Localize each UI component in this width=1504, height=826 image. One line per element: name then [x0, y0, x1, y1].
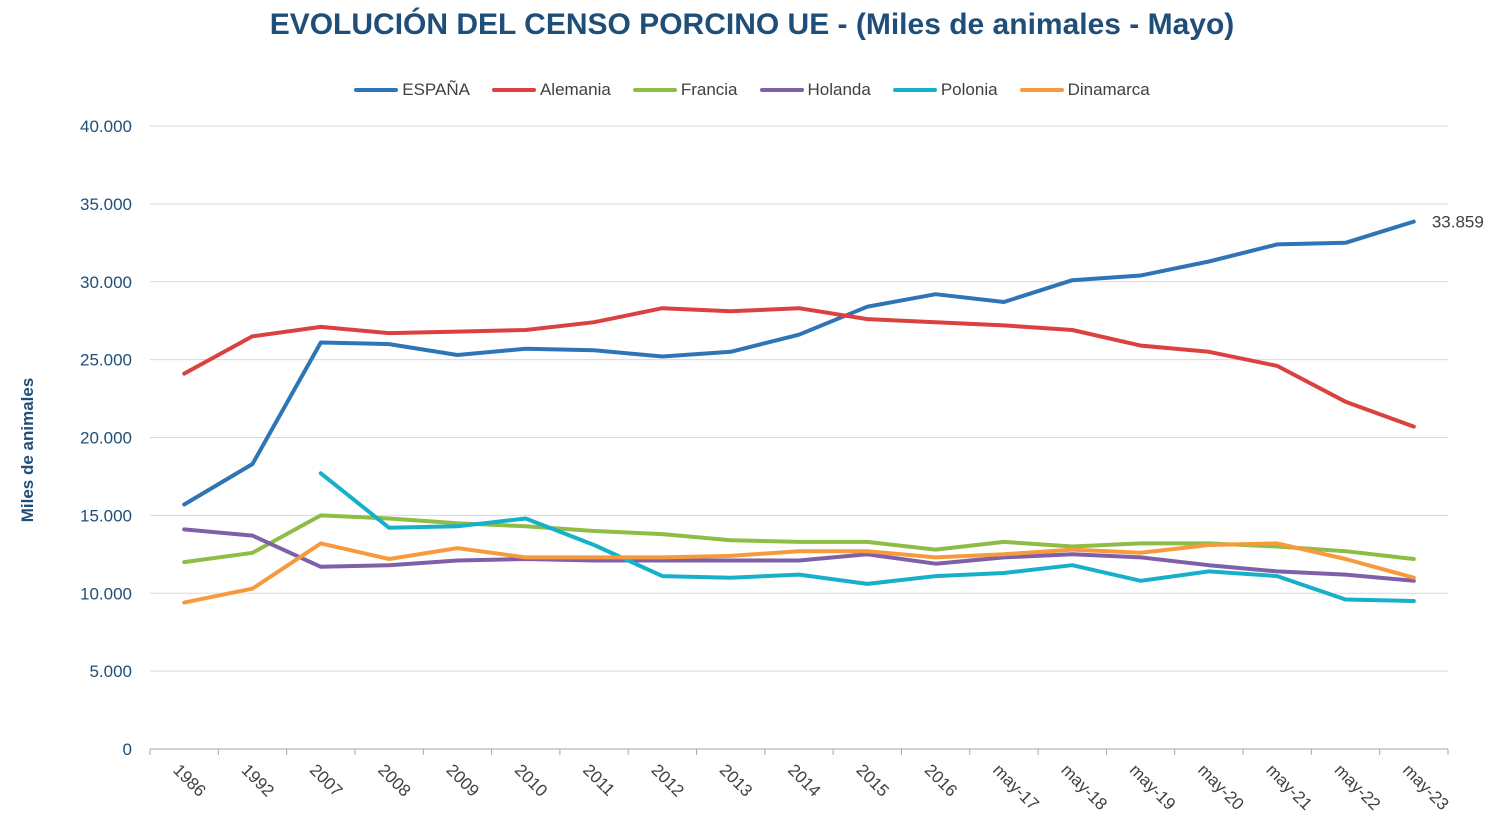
data-label: 33.859	[1432, 213, 1484, 232]
series-line-alemania	[182, 306, 1416, 429]
series-line-holanda	[182, 527, 1416, 583]
legend-item: ESPAÑA	[354, 80, 470, 100]
y-tick-label: 10.000	[80, 584, 132, 603]
series-line-polonia	[318, 471, 1416, 603]
x-tick-label: 2008	[374, 760, 414, 800]
x-tick-label: may-23	[1399, 760, 1453, 814]
series-line-dinamarca	[182, 541, 1416, 605]
x-tick-label: 2015	[852, 760, 892, 800]
y-tick-label: 15.000	[80, 506, 132, 525]
x-tick-label: 2013	[716, 760, 756, 800]
x-tick-label: may-21	[1262, 760, 1316, 814]
x-tick-label: may-20	[1194, 760, 1248, 814]
legend-swatch	[491, 88, 536, 92]
legend-label: Holanda	[807, 80, 871, 99]
y-tick-label: 20.000	[80, 429, 132, 448]
y-tick-label: 25.000	[80, 351, 132, 370]
x-tick-label: 2007	[306, 760, 346, 800]
legend-swatch	[354, 88, 399, 92]
x-tick-label: may-17	[989, 760, 1043, 814]
legend-item: Holanda	[759, 80, 871, 100]
series-line-espana	[182, 219, 1416, 507]
legend-swatch	[892, 88, 937, 92]
legend-item: Dinamarca	[1019, 80, 1150, 100]
x-tick-label: 2010	[511, 760, 551, 800]
chart-title: EVOLUCIÓN DEL CENSO PORCINO UE - (Miles …	[269, 8, 1235, 41]
legend-item: Polonia	[892, 80, 998, 100]
y-tick-label: 5.000	[89, 662, 132, 681]
x-tick-label: 2012	[648, 760, 688, 800]
y-tick-label: 35.000	[80, 195, 132, 214]
x-tick-label: 2011	[579, 760, 618, 799]
legend-label: Polonia	[940, 80, 998, 99]
x-tick-label: 2014	[784, 760, 824, 800]
y-tick-label: 30.000	[80, 273, 132, 292]
x-tick-label: may-19	[1126, 760, 1180, 814]
x-tick-label: 2009	[443, 760, 483, 800]
legend-swatch	[1019, 88, 1064, 92]
x-tick-label: 2016	[921, 760, 961, 800]
x-tick-label: may-18	[1057, 760, 1111, 814]
legend-label: Alemania	[539, 80, 611, 99]
x-tick-label: 1992	[238, 760, 278, 800]
legend-label: ESPAÑA	[402, 80, 470, 99]
legend-item: Alemania	[491, 80, 611, 100]
legend-swatch	[632, 88, 677, 92]
x-tick-label: may-22	[1331, 760, 1385, 814]
x-tick-label: 1986	[169, 760, 209, 800]
legend-label: Francia	[680, 80, 738, 99]
legend: ESPAÑA Alemania Francia Holanda Polonia Dinam…	[0, 80, 1504, 100]
y-tick-label: 0	[123, 740, 132, 759]
legend-label: Dinamarca	[1067, 80, 1150, 99]
y-tick-label: 40.000	[80, 117, 132, 136]
legend-item: Francia	[632, 80, 738, 100]
legend-swatch	[759, 88, 804, 92]
